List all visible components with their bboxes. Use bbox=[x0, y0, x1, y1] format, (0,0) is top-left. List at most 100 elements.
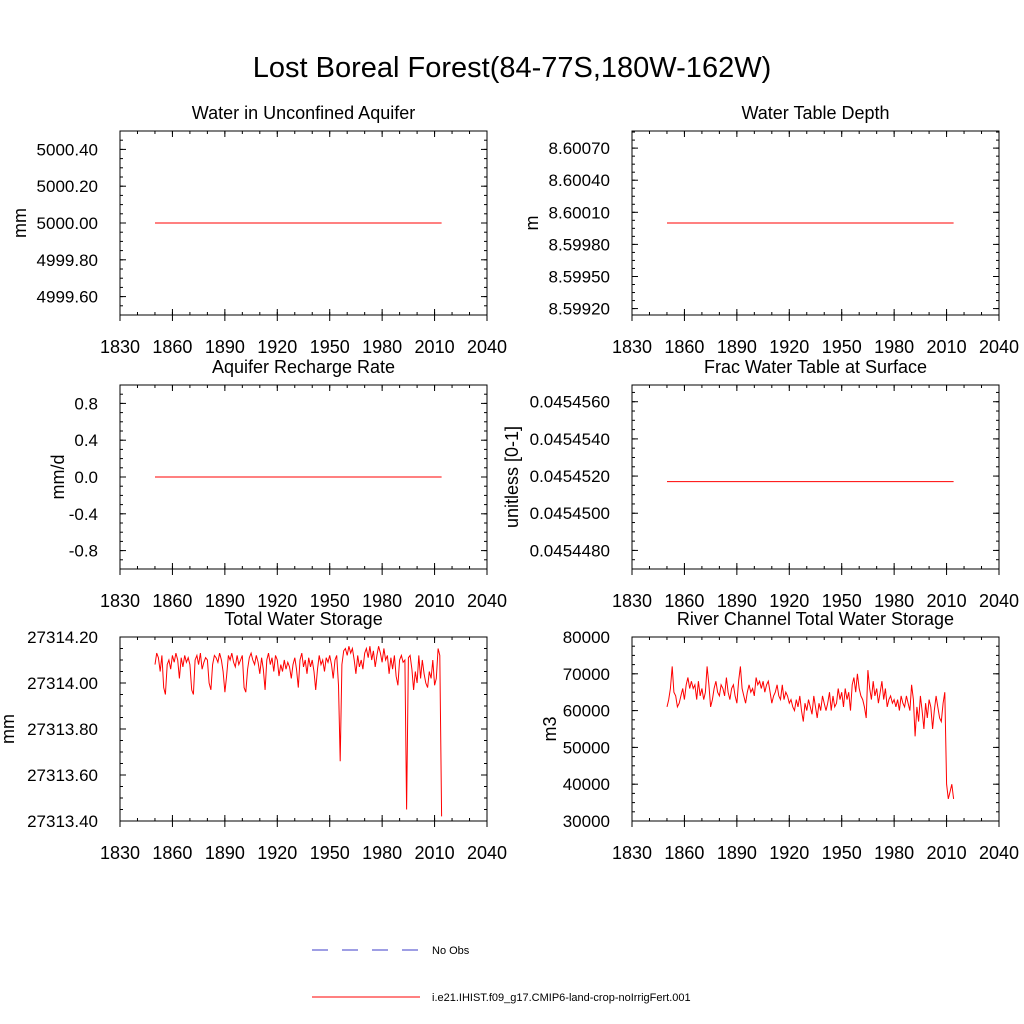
plot-frame bbox=[631, 384, 1000, 570]
x-tick-label: 2040 bbox=[979, 843, 1019, 863]
x-tick-label: 1890 bbox=[717, 843, 757, 863]
x-tick-label: 2040 bbox=[467, 843, 507, 863]
x-tick-label: 1920 bbox=[257, 591, 297, 611]
panel-4: Frac Water Table at Surface 0.0454480 0.04… bbox=[502, 357, 1019, 611]
panel-title: Water in Unconfined Aquifer bbox=[192, 103, 415, 123]
x-tick-label: 2010 bbox=[415, 591, 455, 611]
x-tick-label: 1980 bbox=[874, 337, 914, 357]
x-tick-label: 2040 bbox=[467, 337, 507, 357]
panel-1: Water in Unconfined Aquifer 4999.60 4999.8… bbox=[10, 103, 507, 357]
y-tick-label: 60000 bbox=[563, 702, 610, 721]
x-tick-label: 1890 bbox=[717, 591, 757, 611]
x-tick-label: 1950 bbox=[310, 337, 350, 357]
x-tick-label: 1980 bbox=[874, 591, 914, 611]
x-tick-label: 1830 bbox=[612, 591, 652, 611]
panel-2: Water Table Depth 8.59920 8.59950 8.59980 8.… bbox=[522, 103, 1019, 357]
x-tick-label: 1830 bbox=[612, 337, 652, 357]
x-tick-label: 1920 bbox=[769, 337, 809, 357]
y-axis-label: mm/d bbox=[48, 455, 68, 500]
x-tick-label: 2040 bbox=[979, 591, 1019, 611]
x-tick-label: 2010 bbox=[927, 337, 967, 357]
x-tick-label: 1980 bbox=[362, 591, 402, 611]
legend-label: i.e21.IHIST.f09_g17.CMIP6-land-crop-noIr… bbox=[432, 992, 691, 1004]
y-tick-label: 8.59950 bbox=[549, 267, 610, 286]
x-tick-label: 1890 bbox=[717, 337, 757, 357]
panel-title: Water Table Depth bbox=[741, 103, 889, 123]
y-tick-label: 50000 bbox=[563, 738, 610, 757]
panel-title: Frac Water Table at Surface bbox=[704, 357, 927, 377]
y-tick-label: -0.4 bbox=[69, 505, 98, 524]
y-tick-label: 5000.40 bbox=[37, 140, 98, 159]
series-line bbox=[666, 666, 955, 800]
x-tick-label: 1950 bbox=[310, 843, 350, 863]
x-tick-label: 1890 bbox=[205, 591, 245, 611]
x-tick-label: 1890 bbox=[205, 337, 245, 357]
y-tick-label: 0.0454480 bbox=[530, 541, 610, 560]
panel-title: River Channel Total Water Storage bbox=[677, 609, 954, 629]
x-tick-label: 1980 bbox=[874, 843, 914, 863]
x-tick-label: 1830 bbox=[100, 843, 140, 863]
x-tick-label: 1890 bbox=[205, 843, 245, 863]
y-tick-label: 80000 bbox=[563, 628, 610, 647]
y-tick-label: 0.0 bbox=[74, 468, 98, 487]
y-tick-label: 0.8 bbox=[74, 394, 98, 413]
y-tick-label: 70000 bbox=[563, 665, 610, 684]
y-tick-label: 40000 bbox=[563, 775, 610, 794]
x-tick-label: 1860 bbox=[152, 843, 192, 863]
x-tick-label: 1860 bbox=[664, 337, 704, 357]
x-tick-label: 1920 bbox=[257, 843, 297, 863]
x-tick-label: 1950 bbox=[822, 337, 862, 357]
y-tick-label: 0.4 bbox=[74, 431, 98, 450]
panel-6: River Channel Total Water Storage 30000 40… bbox=[540, 609, 1019, 863]
x-tick-label: 1830 bbox=[100, 337, 140, 357]
legend-label: No Obs bbox=[432, 945, 470, 957]
x-tick-label: 2010 bbox=[415, 337, 455, 357]
x-tick-label: 1830 bbox=[612, 843, 652, 863]
y-axis-label: mm bbox=[10, 208, 30, 238]
legend: No Obs i.e21.IHIST.f09_g17.CMIP6-land-cro… bbox=[312, 945, 691, 1004]
y-tick-label: -0.8 bbox=[69, 542, 98, 561]
x-tick-label: 1860 bbox=[664, 843, 704, 863]
y-tick-label: 0.0454520 bbox=[530, 467, 610, 486]
y-axis-label: mm bbox=[0, 714, 18, 744]
y-tick-label: 4999.80 bbox=[37, 251, 98, 270]
x-tick-label: 2040 bbox=[467, 591, 507, 611]
y-tick-label: 30000 bbox=[563, 812, 610, 831]
plot-frame bbox=[631, 636, 1000, 822]
x-tick-label: 1920 bbox=[769, 843, 809, 863]
y-axis-label: m3 bbox=[540, 716, 560, 741]
y-axis-label: m bbox=[522, 216, 542, 231]
x-tick-label: 1980 bbox=[362, 337, 402, 357]
x-tick-label: 2040 bbox=[979, 337, 1019, 357]
panel-title: Aquifer Recharge Rate bbox=[212, 357, 395, 377]
y-tick-label: 8.60010 bbox=[549, 203, 610, 222]
x-tick-label: 1950 bbox=[822, 843, 862, 863]
y-tick-label: 4999.60 bbox=[37, 288, 98, 307]
y-tick-label: 0.0454540 bbox=[530, 430, 610, 449]
y-tick-label: 0.0454500 bbox=[530, 504, 610, 523]
y-tick-label: 27314.20 bbox=[27, 628, 98, 647]
y-tick-label: 5000.20 bbox=[37, 177, 98, 196]
series-line bbox=[154, 646, 443, 817]
x-tick-label: 1980 bbox=[362, 843, 402, 863]
x-tick-label: 1920 bbox=[769, 591, 809, 611]
x-tick-label: 1950 bbox=[822, 591, 862, 611]
y-tick-label: 8.60070 bbox=[549, 139, 610, 158]
y-axis-label: unitless [0-1] bbox=[502, 426, 522, 528]
panel-5: Total Water Storage 27313.40 27313.60 27313… bbox=[0, 609, 507, 863]
y-tick-label: 27314.00 bbox=[27, 674, 98, 693]
panel-3: Aquifer Recharge Rate -0.8 -0.4 0.0 0.4 0.8 18… bbox=[48, 357, 507, 611]
y-tick-label: 27313.80 bbox=[27, 720, 98, 739]
y-tick-label: 0.0454560 bbox=[530, 393, 610, 412]
x-tick-label: 1830 bbox=[100, 591, 140, 611]
x-tick-label: 2010 bbox=[415, 843, 455, 863]
x-tick-label: 1950 bbox=[310, 591, 350, 611]
x-tick-label: 2010 bbox=[927, 843, 967, 863]
x-tick-label: 1860 bbox=[152, 337, 192, 357]
plot-frame bbox=[631, 130, 1000, 316]
figure-title: Lost Boreal Forest(84-77S,180W-162W) bbox=[252, 52, 772, 84]
panel-title: Total Water Storage bbox=[224, 609, 382, 629]
y-tick-label: 8.59980 bbox=[549, 235, 610, 254]
y-tick-label: 27313.40 bbox=[27, 812, 98, 831]
